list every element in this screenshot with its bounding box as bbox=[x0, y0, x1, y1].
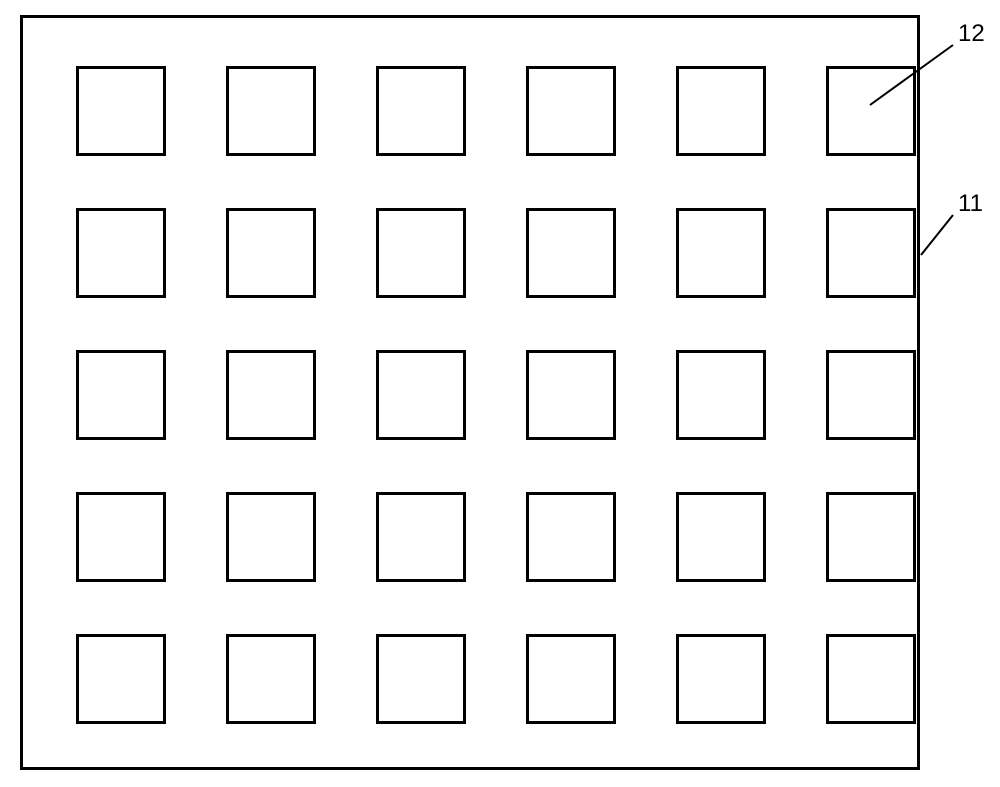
label-11-leader bbox=[0, 0, 1000, 787]
